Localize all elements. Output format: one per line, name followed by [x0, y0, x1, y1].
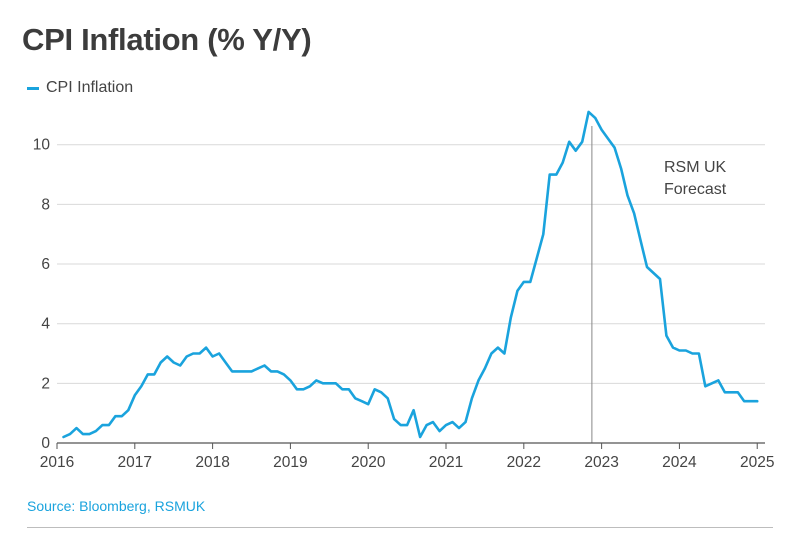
legend-label: CPI Inflation	[46, 79, 134, 96]
y-tick-label: 0	[41, 435, 50, 452]
chart-title: CPI Inflation (% Y/Y)	[22, 22, 312, 57]
forecast-annotation: Forecast	[664, 181, 727, 198]
x-tick-label: 2019	[273, 454, 307, 471]
x-tick-label: 2018	[195, 454, 229, 471]
x-tick-label: 2021	[429, 454, 463, 471]
footer-divider	[27, 527, 773, 528]
x-tick-label: 2022	[507, 454, 541, 471]
forecast-marker: RSM UK Forecast	[591, 126, 727, 443]
y-tick-label: 2	[41, 375, 50, 392]
x-tick-label: 2025	[740, 454, 774, 471]
x-tick-label: 2017	[118, 454, 152, 471]
x-tick-label: 2024	[662, 454, 697, 471]
axes: 0 2 4 6 8 10 2016 2017 2018 2019 2020 2021 2022 2023 2…	[33, 137, 775, 471]
source-note: Source: Bloomberg, RSMUK	[27, 498, 206, 514]
y-tick-label: 10	[33, 137, 51, 154]
y-tick-label: 4	[41, 316, 50, 333]
x-tick-label: 2020	[351, 454, 386, 471]
y-tick-label: 6	[41, 256, 50, 273]
legend: CPI Inflation	[27, 79, 133, 97]
grid-lines	[57, 144, 765, 384]
y-tick-label: 8	[41, 196, 50, 213]
legend-swatch	[27, 86, 39, 90]
series-layer	[62, 110, 759, 439]
forecast-annotation: RSM UK	[664, 159, 727, 176]
x-tick-label: 2023	[584, 454, 618, 471]
series-line-cpi-inflation	[62, 110, 759, 439]
x-tick-label: 2016	[40, 454, 74, 471]
